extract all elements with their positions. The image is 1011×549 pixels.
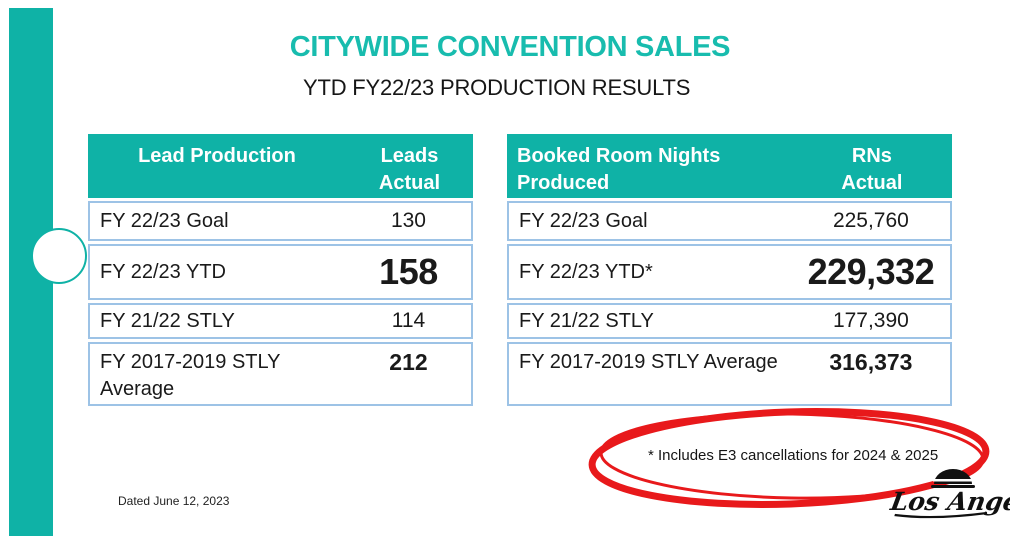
- rns-actual-header: RNs Actual: [791, 134, 952, 198]
- table-row: FY 22/23 YTD 158: [88, 244, 473, 300]
- row-value: 316,373: [791, 342, 952, 406]
- row-value: 158: [345, 244, 473, 300]
- sun-dome-icon: [931, 469, 975, 488]
- booked-room-nights-header: Booked Room Nights Produced: [507, 134, 792, 198]
- row-label: FY 2017-2019 STLY Average: [88, 342, 346, 406]
- leads-actual-header-line1: Leads: [380, 145, 439, 167]
- lead-production-table: Lead Production Leads Actual FY 22/23 Go…: [88, 131, 473, 409]
- row-value: 114: [345, 303, 473, 339]
- table-row: FY 21/22 STLY 177,390: [507, 303, 952, 339]
- row-label: FY 2017-2019 STLY Average: [507, 342, 792, 406]
- booked-room-nights-table: Booked Room Nights Produced RNs Actual F…: [507, 131, 952, 409]
- rns-actual-header-line1: RNs: [851, 145, 892, 167]
- table-row: FY 2017-2019 STLY Average 212: [88, 342, 473, 406]
- table-row: FY 22/23 Goal 130: [88, 201, 473, 241]
- row-value: 229,332: [791, 244, 952, 300]
- page-title: CITYWIDE CONVENTION SALES: [289, 31, 731, 63]
- row-value: 212: [345, 342, 473, 406]
- page-subtitle: YTD FY22/23 PRODUCTION RESULTS: [303, 75, 691, 100]
- dated-label: Dated June 12, 2023: [118, 494, 230, 508]
- los-angeles-logo: Los Angeles: [887, 469, 1010, 519]
- table-header-row: Lead Production Leads Actual: [88, 134, 473, 198]
- row-label: FY 22/23 Goal: [507, 201, 792, 241]
- rns-actual-header-line2: Actual: [841, 172, 903, 194]
- logo-script-text: Los Angeles: [887, 486, 1010, 519]
- lead-production-header: Lead Production: [88, 134, 346, 198]
- table-header-row: Booked Room Nights Produced RNs Actual: [507, 134, 952, 198]
- table-row: FY 22/23 YTD* 229,332: [507, 244, 952, 300]
- row-value: 177,390: [791, 303, 952, 339]
- row-label: FY 22/23 YTD*: [507, 244, 792, 300]
- row-label: FY 21/22 STLY: [88, 303, 346, 339]
- row-label: FY 22/23 YTD: [88, 244, 346, 300]
- table-row: FY 21/22 STLY 114: [88, 303, 473, 339]
- decorative-circle: [31, 228, 87, 284]
- leads-actual-header: Leads Actual: [345, 134, 473, 198]
- row-value: 130: [345, 201, 473, 241]
- row-label: FY 22/23 Goal: [88, 201, 346, 241]
- leads-actual-header-line2: Actual: [378, 172, 441, 194]
- svg-text:Los Angeles: Los Angeles: [887, 486, 1010, 516]
- table-row: FY 22/23 Goal 225,760: [507, 201, 952, 241]
- row-value: 225,760: [791, 201, 952, 241]
- row-label: FY 21/22 STLY: [507, 303, 792, 339]
- table-row: FY 2017-2019 STLY Average 316,373: [507, 342, 952, 406]
